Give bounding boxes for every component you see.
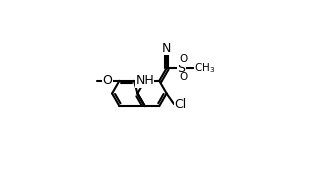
Text: N: N <box>162 42 171 55</box>
Text: O: O <box>180 72 188 82</box>
Text: CH$_3$: CH$_3$ <box>194 61 215 75</box>
Text: NH: NH <box>135 74 154 87</box>
Text: Cl: Cl <box>174 98 186 111</box>
Text: O: O <box>180 54 188 64</box>
Text: S: S <box>177 62 185 75</box>
Text: O: O <box>102 74 112 87</box>
